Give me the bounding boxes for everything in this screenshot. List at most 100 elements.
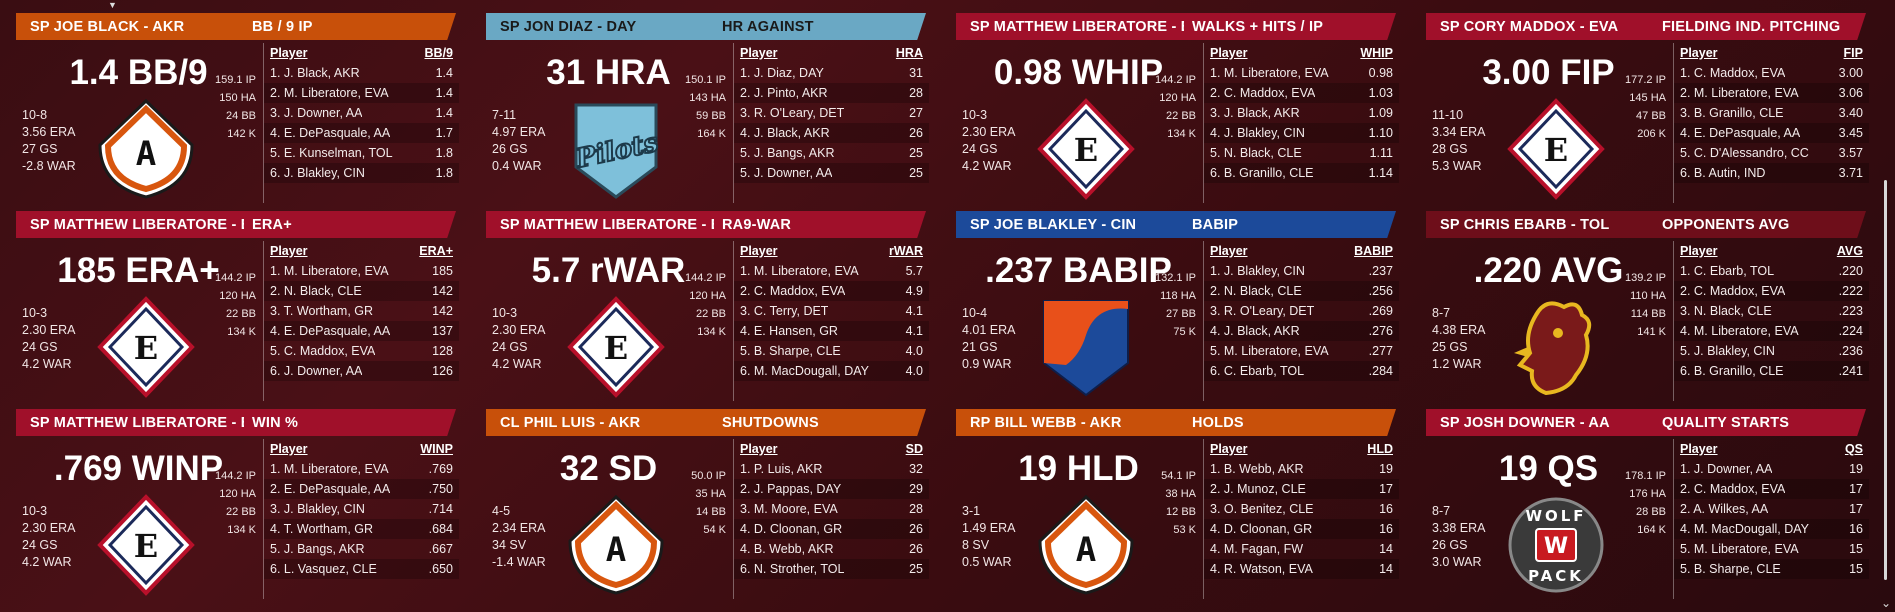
table-row[interactable]: 4. D. Cloonan, GR 16: [1204, 519, 1399, 539]
table-row[interactable]: 4. E. DePasquale, AA 137: [264, 321, 459, 341]
table-row[interactable]: 3. R. O'Leary, DET 27: [734, 103, 929, 123]
card-header[interactable]: SP JOE BLACK - AKR BB / 9 IP: [16, 13, 456, 40]
leader-card[interactable]: SP JOSH DOWNER - AA QUALITY STARTS 19 QS…: [1426, 409, 1884, 607]
table-row[interactable]: 4. M. Fagan, FW 14: [1204, 539, 1399, 559]
leader-card[interactable]: SP MATTHEW LIBERATORE - EVA WALKS + HITS…: [956, 13, 1414, 211]
card-header[interactable]: SP MATTHEW LIBERATORE - EVA WALKS + HITS…: [956, 13, 1396, 40]
table-row[interactable]: 4. T. Wortham, GR .684: [264, 519, 459, 539]
table-row[interactable]: 4. R. Watson, EVA 14: [1204, 559, 1399, 579]
table-row[interactable]: 2. C. Maddox, EVA 4.9: [734, 281, 929, 301]
table-row[interactable]: 3. B. Granillo, CLE 3.40: [1674, 103, 1869, 123]
column-header-player[interactable]: Player: [740, 442, 778, 456]
table-row[interactable]: 2. C. Maddox, EVA .222: [1674, 281, 1869, 301]
table-row[interactable]: 1. J. Black, AKR 1.4: [264, 63, 459, 83]
table-row[interactable]: 2. J. Pinto, AKR 28: [734, 83, 929, 103]
column-header-stat[interactable]: WINP: [420, 442, 453, 456]
table-row[interactable]: 2. N. Black, CLE 142: [264, 281, 459, 301]
table-row[interactable]: 3. J. Blakley, CIN .714: [264, 499, 459, 519]
column-header-player[interactable]: Player: [1680, 46, 1718, 60]
leader-card[interactable]: SP MATTHEW LIBERATORE - EVA WIN % .769 W…: [16, 409, 474, 607]
table-row[interactable]: 2. N. Black, CLE .256: [1204, 281, 1399, 301]
leader-card[interactable]: SP MATTHEW LIBERATORE - EVA RA9-WAR 5.7 …: [486, 211, 944, 409]
table-row[interactable]: 4. M. Liberatore, EVA .224: [1674, 321, 1869, 341]
table-row[interactable]: 1. P. Luis, AKR 32: [734, 459, 929, 479]
leader-card[interactable]: SP CORY MADDOX - EVA FIELDING IND. PITCH…: [1426, 13, 1884, 211]
table-row[interactable]: 3. C. Terry, DET 4.1: [734, 301, 929, 321]
table-row[interactable]: 5. B. Sharpe, CLE 4.0: [734, 341, 929, 361]
leader-card[interactable]: SP CHRIS EBARB - TOL OPPONENTS AVG .220 …: [1426, 211, 1884, 409]
table-row[interactable]: 1. C. Ebarb, TOL .220: [1674, 261, 1869, 281]
leader-card[interactable]: SP MATTHEW LIBERATORE - EVA ERA+ 185 ERA…: [16, 211, 474, 409]
column-header-stat[interactable]: ERA+: [419, 244, 453, 258]
table-row[interactable]: 4. E. DePasquale, AA 1.7: [264, 123, 459, 143]
table-row[interactable]: 1. M. Liberatore, EVA 185: [264, 261, 459, 281]
table-row[interactable]: 4. B. Webb, AKR 26: [734, 539, 929, 559]
table-row[interactable]: 2. J. Pappas, DAY 29: [734, 479, 929, 499]
column-header-stat[interactable]: SD: [905, 442, 923, 456]
table-row[interactable]: 3. O. Benitez, CLE 16: [1204, 499, 1399, 519]
table-row[interactable]: 6. B. Granillo, CLE .241: [1674, 361, 1869, 381]
leader-card[interactable]: CL PHIL LUIS - AKR SHUTDOWNS 32 SD 4-5 2.…: [486, 409, 944, 607]
table-row[interactable]: 5. C. Maddox, EVA 128: [264, 341, 459, 361]
column-header-stat[interactable]: HRA: [895, 46, 923, 60]
table-row[interactable]: 1. C. Maddox, EVA 3.00: [1674, 63, 1869, 83]
column-header-player[interactable]: Player: [740, 244, 778, 258]
table-row[interactable]: 3. M. Moore, EVA 28: [734, 499, 929, 519]
table-row[interactable]: 4. J. Black, AKR 26: [734, 123, 929, 143]
table-row[interactable]: 1. M. Liberatore, EVA 5.7: [734, 261, 929, 281]
leader-card[interactable]: SP JOE BLACK - AKR BB / 9 IP 1.4 BB/9 10…: [16, 13, 474, 211]
table-row[interactable]: 4. J. Black, AKR .276: [1204, 321, 1399, 341]
card-header[interactable]: SP JOSH DOWNER - AA QUALITY STARTS: [1426, 409, 1866, 436]
table-row[interactable]: 5. J. Bangs, AKR 25: [734, 143, 929, 163]
table-row[interactable]: 1. J. Diaz, DAY 31: [734, 63, 929, 83]
table-row[interactable]: 1. J. Downer, AA 19: [1674, 459, 1869, 479]
card-header[interactable]: SP MATTHEW LIBERATORE - EVA WIN %: [16, 409, 456, 436]
table-row[interactable]: 6. B. Granillo, CLE 1.14: [1204, 163, 1399, 183]
table-row[interactable]: 2. E. DePasquale, AA .750: [264, 479, 459, 499]
column-header-stat[interactable]: WHIP: [1360, 46, 1393, 60]
table-row[interactable]: 5. M. Liberatore, EVA .277: [1204, 341, 1399, 361]
leader-card[interactable]: SP JOE BLAKLEY - CIN BABIP .237 BABIP 10…: [956, 211, 1414, 409]
vertical-scrollbar[interactable]: [1884, 180, 1887, 580]
table-row[interactable]: 2. C. Maddox, EVA 17: [1674, 479, 1869, 499]
table-row[interactable]: 4. J. Blakley, CIN 1.10: [1204, 123, 1399, 143]
column-header-player[interactable]: Player: [1210, 442, 1248, 456]
table-row[interactable]: 3. J. Downer, AA 1.4: [264, 103, 459, 123]
column-header-player[interactable]: Player: [270, 244, 308, 258]
card-header[interactable]: SP JOE BLAKLEY - CIN BABIP: [956, 211, 1396, 238]
table-row[interactable]: 5. N. Black, CLE 1.11: [1204, 143, 1399, 163]
column-header-player[interactable]: Player: [1680, 442, 1718, 456]
card-header[interactable]: RP BILL WEBB - AKR HOLDS: [956, 409, 1396, 436]
column-header-player[interactable]: Player: [740, 46, 778, 60]
leader-card[interactable]: SP JON DIAZ - DAY HR AGAINST 31 HRA 7-11…: [486, 13, 944, 211]
column-header-player[interactable]: Player: [1210, 244, 1248, 258]
card-header[interactable]: CL PHIL LUIS - AKR SHUTDOWNS: [486, 409, 926, 436]
leader-card[interactable]: RP BILL WEBB - AKR HOLDS 19 HLD 3-1 1.49 …: [956, 409, 1414, 607]
table-row[interactable]: 5. J. Bangs, AKR .667: [264, 539, 459, 559]
column-header-stat[interactable]: FIP: [1843, 46, 1863, 60]
table-row[interactable]: 4. E. DePasquale, AA 3.45: [1674, 123, 1869, 143]
table-row[interactable]: 2. A. Wilkes, AA 17: [1674, 499, 1869, 519]
column-header-stat[interactable]: HLD: [1367, 442, 1393, 456]
table-row[interactable]: 2. M. Liberatore, EVA 1.4: [264, 83, 459, 103]
table-row[interactable]: 5. C. D'Alessandro, CC 3.57: [1674, 143, 1869, 163]
table-row[interactable]: 6. J. Blakley, CIN 1.8: [264, 163, 459, 183]
card-header[interactable]: SP MATTHEW LIBERATORE - EVA RA9-WAR: [486, 211, 926, 238]
table-row[interactable]: 2. J. Munoz, CLE 17: [1204, 479, 1399, 499]
table-row[interactable]: 1. B. Webb, AKR 19: [1204, 459, 1399, 479]
column-header-player[interactable]: Player: [1680, 244, 1718, 258]
table-row[interactable]: 3. T. Wortham, GR 142: [264, 301, 459, 321]
column-header-stat[interactable]: QS: [1844, 442, 1863, 456]
table-row[interactable]: 5. B. Sharpe, CLE 15: [1674, 559, 1869, 579]
column-header-player[interactable]: Player: [270, 46, 308, 60]
table-row[interactable]: 3. J. Black, AKR 1.09: [1204, 103, 1399, 123]
table-row[interactable]: 6. C. Ebarb, TOL .284: [1204, 361, 1399, 381]
table-row[interactable]: 5. J. Downer, AA 25: [734, 163, 929, 183]
card-header[interactable]: SP MATTHEW LIBERATORE - EVA ERA+: [16, 211, 456, 238]
scroll-down-arrow-icon[interactable]: ⌄: [1880, 596, 1891, 610]
column-header-player[interactable]: Player: [1210, 46, 1248, 60]
table-row[interactable]: 2. M. Liberatore, EVA 3.06: [1674, 83, 1869, 103]
table-row[interactable]: 1. M. Liberatore, EVA 0.98: [1204, 63, 1399, 83]
card-header[interactable]: SP JON DIAZ - DAY HR AGAINST: [486, 13, 926, 40]
table-row[interactable]: 3. R. O'Leary, DET .269: [1204, 301, 1399, 321]
